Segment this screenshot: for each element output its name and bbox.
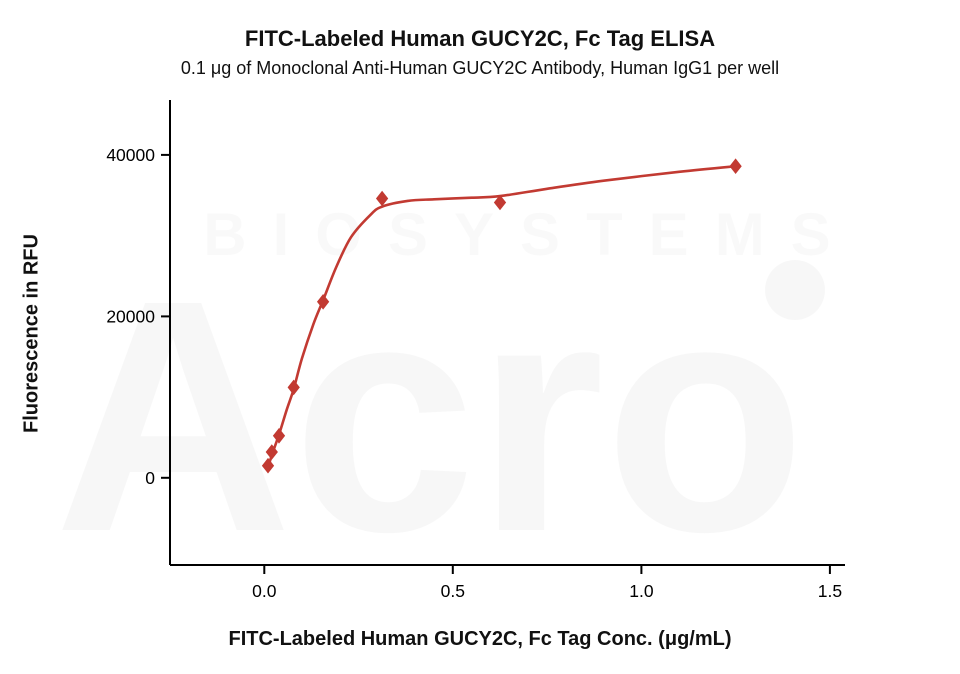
- x-tick-label: 0.0: [252, 581, 277, 601]
- watermark-acro: Acro: [54, 231, 806, 600]
- data-point: [287, 379, 300, 396]
- x-tick-label: 0.5: [441, 581, 465, 601]
- fit-curve: [266, 164, 737, 471]
- y-tick-label: 40000: [106, 145, 155, 165]
- x-tick-label: 1.0: [629, 581, 654, 601]
- chart-subtitle: 0.1 μg of Monoclonal Anti-Human GUCY2C A…: [180, 58, 780, 78]
- data-point: [272, 427, 286, 444]
- y-tick-label: 20000: [106, 306, 155, 326]
- data-point: [493, 194, 507, 211]
- y-tick-label: 0: [145, 468, 155, 488]
- x-tick-label: 1.5: [818, 581, 842, 601]
- chart-title: FITC-Labeled Human GUCY2C, Fc Tag ELISA: [244, 26, 716, 51]
- y-axis-label: Fluorescence in RFU: [20, 234, 43, 433]
- data-point: [261, 457, 275, 474]
- data-point: [375, 190, 389, 207]
- watermark-dot: [765, 260, 825, 320]
- data-point: [316, 293, 330, 310]
- data-point: [265, 444, 278, 460]
- data-point: [729, 158, 742, 175]
- x-axis-label: FITC-Labeled Human GUCY2C, Fc Tag Conc. …: [228, 628, 732, 650]
